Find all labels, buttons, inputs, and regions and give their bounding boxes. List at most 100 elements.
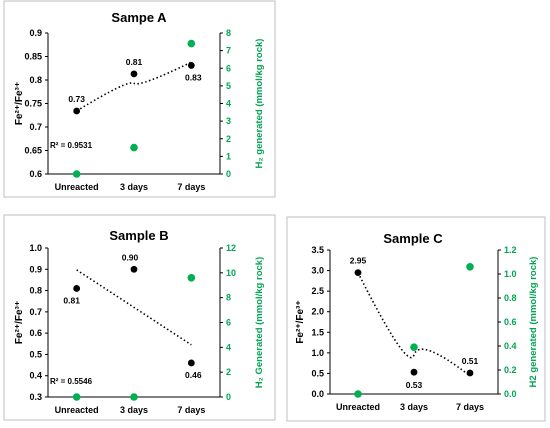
fe-ratio-data-point [410, 368, 418, 376]
y2-axis-title: H2 generated (mmol/kg rock) [528, 257, 539, 388]
y-tick-label: 0.4 [29, 371, 42, 381]
y2-tick-label: 4 [226, 342, 231, 352]
chart-panel-sample-c: Sample C 0.00.51.01.52.02.53.03.50.00.20… [286, 216, 546, 422]
data-label: 0.81 [63, 295, 80, 305]
fe-ratio-data-point [354, 269, 362, 277]
y-tick-label: 0.6 [29, 169, 42, 179]
y2-tick-label: 2 [226, 367, 231, 377]
y2-tick-label: 1 [226, 151, 231, 161]
y-tick-label: 1.5 [311, 327, 324, 337]
y-tick-label: 0.5 [311, 368, 324, 378]
y-tick-label: 1.0 [311, 348, 324, 358]
trendline [76, 269, 192, 346]
y-tick-label: 3.0 [311, 266, 324, 276]
y2-axis-title: H₂ generated (mmol/kg rock) [254, 39, 265, 169]
y-tick-label: 2.5 [311, 286, 324, 296]
y-tick-label: 0.9 [29, 264, 42, 274]
data-label: 0.73 [68, 94, 85, 104]
x-tick-label: 3 days [400, 402, 428, 412]
h2-data-point [130, 143, 138, 152]
y-tick-label: 0.9 [29, 28, 42, 38]
h2-data-point [72, 393, 81, 401]
fe-ratio-data-point [73, 285, 81, 292]
trendline [357, 272, 471, 377]
y2-tick-label: 0.4 [504, 341, 517, 351]
plot-area: 0.6 0.65 0.7 0.75 0.8 0.85 0.9 0 1 2 3 4 5 6 7 8 Unreact… [14, 28, 265, 192]
r-squared-label: R² = 0.9531 [50, 141, 93, 150]
y2-tick-label: 0.0 [504, 389, 517, 399]
x-tick-label: 3 days [120, 405, 148, 415]
y2-tick-label: 3 [226, 116, 231, 126]
chart-panel-sample-a: Sampe A 0.6 0.65 0.7 0.75 0.8 0.85 0.9 0 1 2 3 4 5 6 7… [3, 0, 276, 198]
x-tick-label: Unreacted [55, 182, 99, 192]
h2-data-point [466, 263, 474, 271]
h2-data-point [410, 343, 418, 352]
y2-tick-label: 8 [226, 28, 231, 38]
y2-tick-label: 1.0 [504, 269, 517, 279]
fe-ratio-data-point [466, 369, 474, 377]
chart-title: Sampe A [111, 10, 167, 25]
h2-data-point [187, 39, 196, 48]
y-tick-label: 0.85 [24, 52, 42, 62]
x-tick-label: Unreacted [55, 405, 99, 415]
fe-ratio-data-point [73, 107, 81, 115]
y-tick-label: 3.5 [311, 245, 324, 255]
y-tick-label: 0.5 [29, 349, 42, 359]
data-label: 0.46 [185, 370, 202, 380]
chart-title: Sample C [383, 231, 443, 246]
data-label: 0.81 [126, 57, 143, 67]
data-label: 0.51 [462, 356, 479, 366]
y-tick-label: 2.0 [311, 307, 324, 317]
y2-tick-label: 6 [226, 318, 231, 328]
y2-tick-label: 0.2 [504, 365, 517, 375]
y-tick-label: 0.3 [29, 392, 42, 402]
y-tick-label: 0.7 [29, 122, 42, 132]
y2-tick-label: 1.2 [504, 245, 517, 255]
y-tick-label: 0.7 [29, 307, 42, 317]
y2-tick-label: 0 [226, 392, 231, 402]
y-tick-label: 0.8 [29, 286, 42, 296]
data-label: 2.95 [350, 256, 367, 266]
y2-tick-label: 7 [226, 46, 231, 56]
y2-tick-label: 12 [226, 243, 236, 253]
panel-border [3, 214, 276, 421]
x-tick-label: 7 days [177, 182, 205, 192]
h2-data-point [354, 390, 362, 398]
y2-tick-label: 0 [226, 169, 231, 179]
chart-title: Sample B [109, 228, 168, 243]
plot-area: 0.3 0.4 0.5 0.6 0.7 0.8 0.9 1.0 0 2 4 6 8 10 12 Unreact… [14, 243, 265, 415]
y2-tick-label: 5 [226, 81, 231, 91]
x-tick-label: 7 days [177, 405, 205, 415]
y2-tick-label: 10 [226, 268, 236, 278]
fe-ratio-data-point [187, 62, 195, 69]
data-label: 0.83 [185, 72, 202, 82]
panel-border [3, 0, 276, 198]
y2-tick-label: 0.8 [504, 293, 517, 303]
h2-data-point [72, 170, 81, 178]
y-tick-label: 0.65 [24, 146, 42, 156]
y-axis-title: Fe²⁺/Fe³⁺ [14, 301, 25, 344]
y2-tick-label: 8 [226, 293, 231, 303]
y-tick-label: 1.0 [29, 243, 42, 253]
y-tick-label: 0.6 [29, 328, 42, 338]
fe-ratio-data-point [187, 359, 195, 367]
y-tick-label: 0.75 [24, 99, 42, 109]
x-tick-label: 7 days [456, 402, 484, 412]
y-tick-label: 0.0 [311, 389, 324, 399]
chart-panel-sample-b: Sample B 0.3 0.4 0.5 0.6 0.7 0.8 0.9 1.0 0 2 4 6 8 10… [3, 214, 276, 421]
data-label: 0.53 [406, 380, 423, 390]
r-squared-label: R² = 0.5546 [50, 377, 93, 386]
fe-ratio-data-point [130, 70, 138, 78]
y2-axis-title: H₂ Generated (mmol/kg rock) [254, 257, 265, 388]
plot-area: 0.0 0.5 1.0 1.5 2.0 2.5 3.0 3.5 0.0 0.2 0.4 0.6 0.8 1… [295, 245, 539, 412]
data-label: 0.90 [122, 252, 139, 262]
y-tick-label: 0.8 [29, 75, 42, 85]
y2-tick-label: 0.6 [504, 317, 517, 327]
x-tick-label: 3 days [120, 182, 148, 192]
x-tick-label: Unreacted [336, 402, 380, 412]
y2-tick-label: 6 [226, 63, 231, 73]
y-axis-title: Fe²⁺/Fe³⁺ [295, 300, 306, 343]
trendline [76, 61, 192, 112]
y2-tick-label: 2 [226, 134, 231, 144]
